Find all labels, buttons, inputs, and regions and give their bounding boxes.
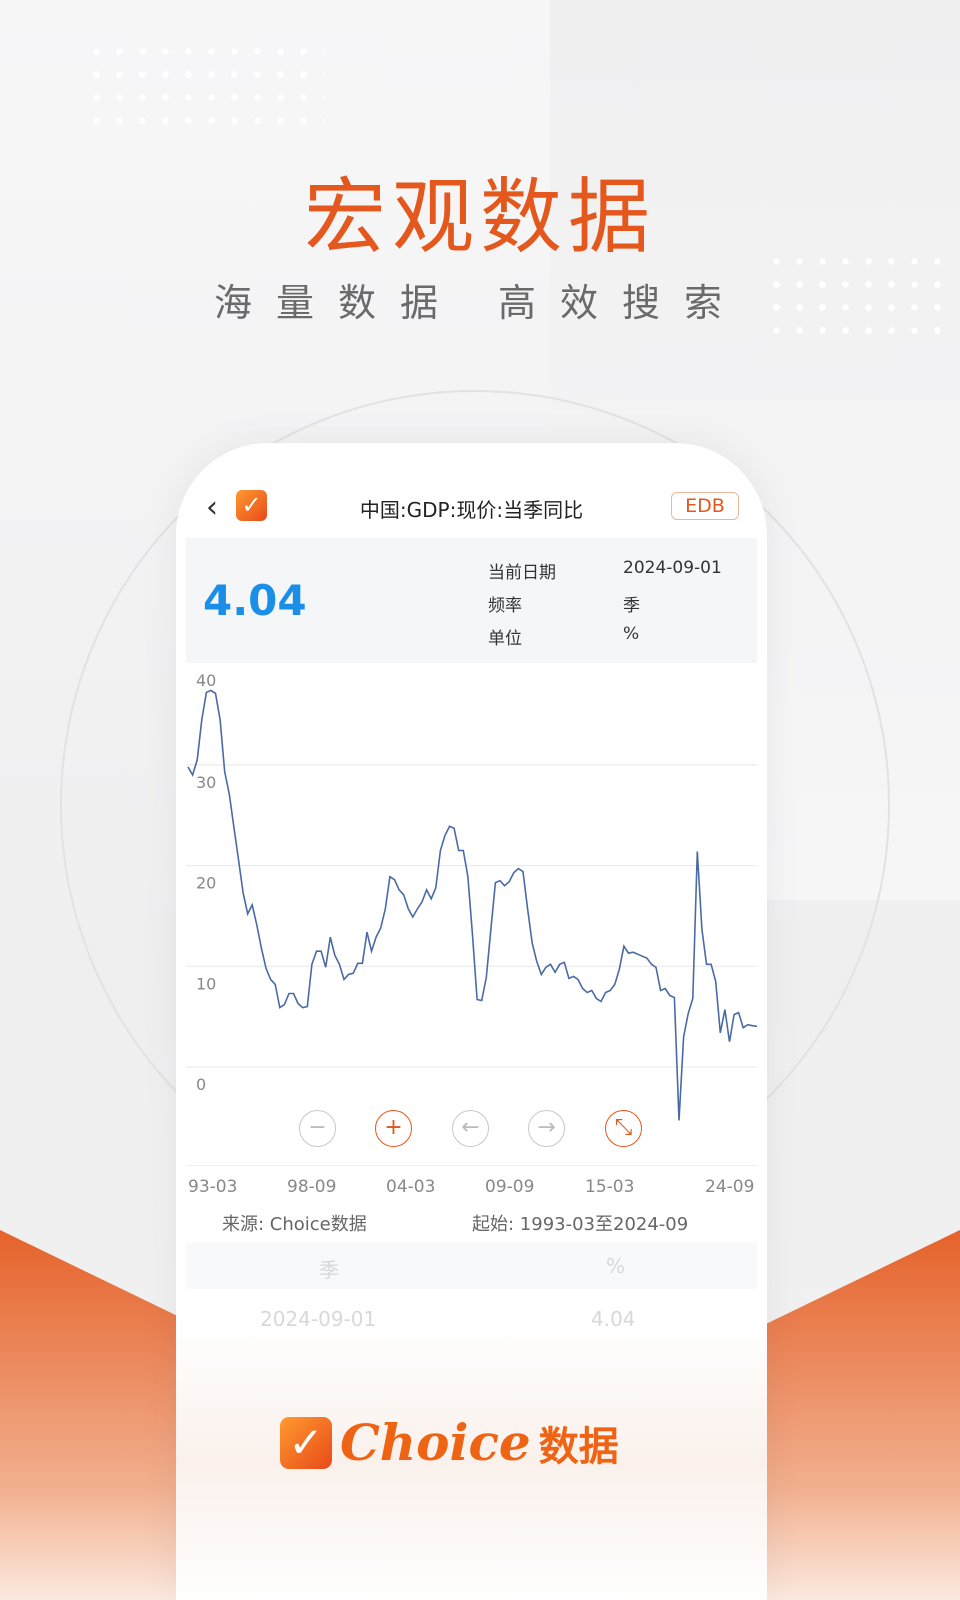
promo-subline: 海量数据 高效搜索: [213, 281, 747, 325]
series-line: [187, 689, 758, 1121]
zoom-in-icon: +: [384, 1115, 403, 1140]
x-tick-label: 09-09: [485, 1177, 535, 1197]
source-text: 来源: Choice数据: [222, 1214, 367, 1235]
y-tick-label: 20: [196, 874, 216, 893]
fullscreen-button[interactable]: ⤡: [605, 1110, 642, 1147]
zoom-out-icon: −: [308, 1115, 327, 1140]
pan-left-button[interactable]: ←: [452, 1110, 489, 1147]
unit-value: %: [623, 624, 640, 644]
edb-badge[interactable]: EDB: [671, 492, 739, 520]
table-header-unit: %: [606, 1254, 626, 1278]
x-tick-label: 93-03: [188, 1177, 238, 1197]
summary-panel: 4.04 当前日期 2024-09-01 频率 季 单位 %: [186, 538, 757, 663]
phone-screen: ‹ ✓ 中国:GDP:现价:当季同比 EDB 4.04 当前日期 2024-09…: [176, 443, 767, 1600]
header: ‹ ✓ 中国:GDP:现价:当季同比 EDB: [176, 488, 767, 528]
pan-left-icon: ←: [461, 1115, 480, 1140]
y-tick-label: 40: [196, 671, 216, 690]
bottom-fade: [176, 1323, 767, 1600]
app-check-icon: ✓: [236, 490, 267, 521]
divider: [186, 1165, 757, 1166]
line-chart[interactable]: 0 10 20 30 40: [176, 443, 767, 1203]
x-tick-label: 98-09: [287, 1177, 337, 1197]
range-text: 起始: 1993-03至2024-09: [472, 1214, 689, 1235]
current-value: 4.04: [203, 576, 307, 625]
x-tick-label: 24-09: [705, 1177, 755, 1197]
chevron-left-icon[interactable]: ‹: [206, 490, 218, 525]
y-tick-label: 0: [196, 1075, 206, 1094]
date-label: 当前日期: [488, 563, 556, 583]
logo-cn: 数据: [538, 1423, 619, 1470]
zoom-in-button[interactable]: +: [375, 1110, 412, 1147]
y-tick-label: 30: [196, 773, 216, 792]
page-title: 中国:GDP:现价:当季同比: [359, 498, 584, 522]
choice-logo: ✓ Choice 数据: [280, 1413, 619, 1472]
zoom-out-button[interactable]: −: [299, 1110, 336, 1147]
pan-right-button[interactable]: →: [528, 1110, 565, 1147]
freq-label: 频率: [488, 596, 522, 616]
unit-label: 单位: [488, 629, 522, 649]
choice-check-icon: ✓: [280, 1416, 332, 1469]
table-header: [186, 1243, 757, 1289]
date-value: 2024-09-01: [623, 558, 722, 578]
y-tick-label: 10: [196, 974, 216, 993]
table-header-period: 季: [319, 1258, 339, 1282]
logo-text: Choice: [340, 1413, 531, 1472]
x-tick-label: 04-03: [386, 1177, 436, 1197]
decor-dots: [85, 40, 325, 130]
pan-right-icon: →: [537, 1115, 556, 1140]
promo-headline: 宏观数据: [303, 170, 656, 265]
freq-value: 季: [623, 596, 640, 616]
fullscreen-icon: ⤡: [614, 1115, 633, 1140]
x-tick-label: 15-03: [585, 1177, 635, 1197]
decor-dots: [765, 250, 945, 340]
